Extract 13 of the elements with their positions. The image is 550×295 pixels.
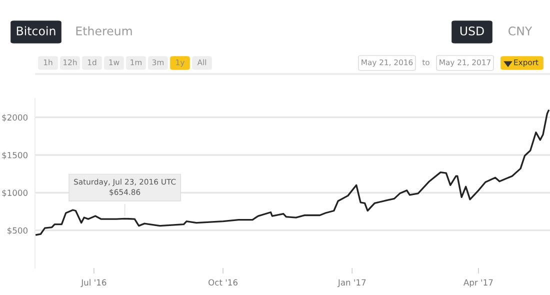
x-tick-label: Jan '17: [338, 279, 366, 288]
y-tick-label: $2000: [2, 114, 28, 122]
text: CNY: [508, 26, 532, 36]
x-tick-label: Apr '17: [464, 279, 493, 288]
text: USD: [460, 26, 484, 36]
x-tick-label: Oct '16: [208, 279, 238, 286]
y-tick-label: $1500: [2, 152, 28, 160]
text: Bitcoin: [16, 26, 56, 36]
y-tick-label: $500: [8, 227, 28, 235]
y-tick-label: $1000: [2, 190, 28, 198]
x-tick-label: Jul '16: [80, 279, 106, 288]
text: Ethereum: [76, 26, 132, 36]
line-series: [36, 110, 550, 236]
